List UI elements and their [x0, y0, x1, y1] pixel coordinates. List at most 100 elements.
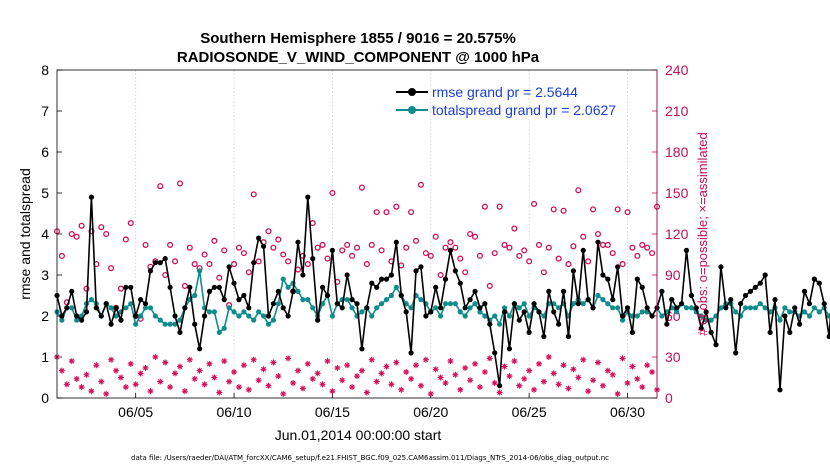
totalspread-point: [270, 317, 276, 323]
y-axis-label: rmse and totalspread: [17, 168, 33, 300]
rmse-point: [83, 309, 90, 315]
asterisk-stroke: [506, 373, 512, 379]
obs-assimilated-marker: [275, 373, 282, 380]
rmse-point: [728, 297, 734, 303]
rmse-point: [108, 321, 114, 327]
totalspread-point: [69, 305, 75, 311]
y-tick-label: 6: [41, 144, 49, 160]
asterisk-stroke: [546, 354, 552, 360]
totalspread-point: [211, 309, 217, 315]
obs-assimilated-marker: [108, 356, 115, 363]
rmse-point: [447, 247, 454, 253]
obs-assimilated-marker: [594, 359, 601, 366]
obs-possible-marker: [540, 269, 547, 276]
totalspread-point: [570, 301, 576, 307]
totalspread-point: [595, 292, 601, 299]
totalspread-point: [310, 305, 316, 311]
rmse-point: [816, 280, 822, 286]
obs-assimilated-marker: [127, 360, 134, 367]
totalspread-point: [782, 305, 788, 311]
totalspread-point: [752, 305, 758, 311]
rmse-point: [334, 301, 340, 307]
totalspread-point: [280, 276, 286, 282]
obs-assimilated-marker: [226, 378, 233, 385]
rmse-point: [359, 346, 365, 352]
obs-assimilated-marker: [329, 388, 336, 395]
asterisk-stroke: [231, 369, 237, 375]
obs-assimilated-marker: [575, 374, 582, 381]
rmse-point: [605, 276, 611, 282]
totalspread-point: [610, 305, 616, 311]
rmse-point: [113, 305, 119, 311]
asterisk-stroke: [88, 388, 94, 394]
obs-possible-marker: [230, 261, 238, 268]
rmse-point: [659, 288, 665, 294]
obs-assimilated-marker: [373, 378, 380, 385]
asterisk-stroke: [379, 370, 385, 376]
obs-possible-marker: [275, 236, 282, 243]
obs-assimilated-marker: [447, 358, 454, 365]
rmse-point: [167, 284, 173, 290]
asterisk-stroke: [620, 355, 626, 361]
obs-assimilated-marker: [304, 360, 311, 367]
rmse-point: [472, 288, 478, 294]
rmse-point: [644, 305, 650, 311]
rmse-point: [477, 305, 483, 311]
asterisk-stroke: [526, 368, 532, 374]
obs-possible-marker: [349, 252, 356, 259]
totalspread-point: [162, 321, 168, 327]
rmse-point: [339, 305, 345, 311]
rmse-point: [639, 284, 645, 290]
totalspread-point: [462, 313, 468, 319]
asterisk-stroke: [182, 388, 188, 394]
y-right-tick-label: 180: [665, 144, 689, 160]
asterisk-stroke: [187, 357, 193, 363]
obs-assimilated-marker: [565, 385, 572, 392]
rmse-point: [197, 346, 203, 352]
obs-assimilated-marker: [624, 379, 631, 386]
obs-possible-marker: [108, 265, 115, 272]
obs-possible-marker: [609, 250, 616, 257]
rmse-point: [59, 313, 65, 319]
obs-assimilated-marker: [260, 366, 267, 373]
rmse-point: [619, 313, 626, 319]
totalspread-point: [472, 301, 478, 307]
rmse-point: [64, 305, 70, 311]
rmse-point: [792, 305, 798, 311]
totalspread-point: [526, 313, 532, 319]
asterisk-stroke: [197, 368, 203, 374]
y-right-tick-label: 90: [665, 267, 681, 283]
x-tick-label: 06/05: [118, 404, 153, 420]
rmse-point: [192, 321, 198, 327]
asterisk-stroke: [295, 368, 301, 374]
obs-possible-marker: [501, 241, 508, 248]
totalspread-point: [231, 309, 237, 315]
asterisk-stroke: [143, 365, 149, 371]
obs-assimilated-marker: [516, 382, 523, 389]
asterisk-stroke: [487, 355, 493, 361]
totalspread-point: [615, 305, 621, 311]
y-tick-label: 5: [41, 185, 49, 201]
rmse-point: [733, 350, 739, 356]
obs-assimilated-marker: [240, 362, 247, 369]
obs-possible-marker: [255, 258, 262, 265]
rmse-point: [236, 297, 242, 303]
obs-assimilated-marker: [132, 381, 139, 388]
obs-assimilated-marker: [413, 362, 420, 369]
rmse-point: [246, 305, 252, 311]
plot-area: [57, 70, 657, 398]
rmse-point: [703, 309, 709, 315]
obs-assimilated-marker: [491, 379, 498, 386]
rmse-point: [216, 284, 222, 290]
obs-possible-marker: [211, 237, 218, 244]
rmse-point: [649, 313, 655, 319]
totalspread-point: [806, 313, 813, 319]
obs-possible-marker: [304, 261, 311, 268]
asterisk-stroke: [561, 362, 567, 368]
obs-assimilated-marker: [344, 362, 351, 369]
obs-assimilated-marker: [550, 370, 557, 377]
totalspread-point: [260, 313, 267, 319]
totalspread-point: [393, 284, 399, 290]
x-tick-label: 06/30: [610, 404, 645, 420]
obs-assimilated-marker: [540, 378, 547, 385]
